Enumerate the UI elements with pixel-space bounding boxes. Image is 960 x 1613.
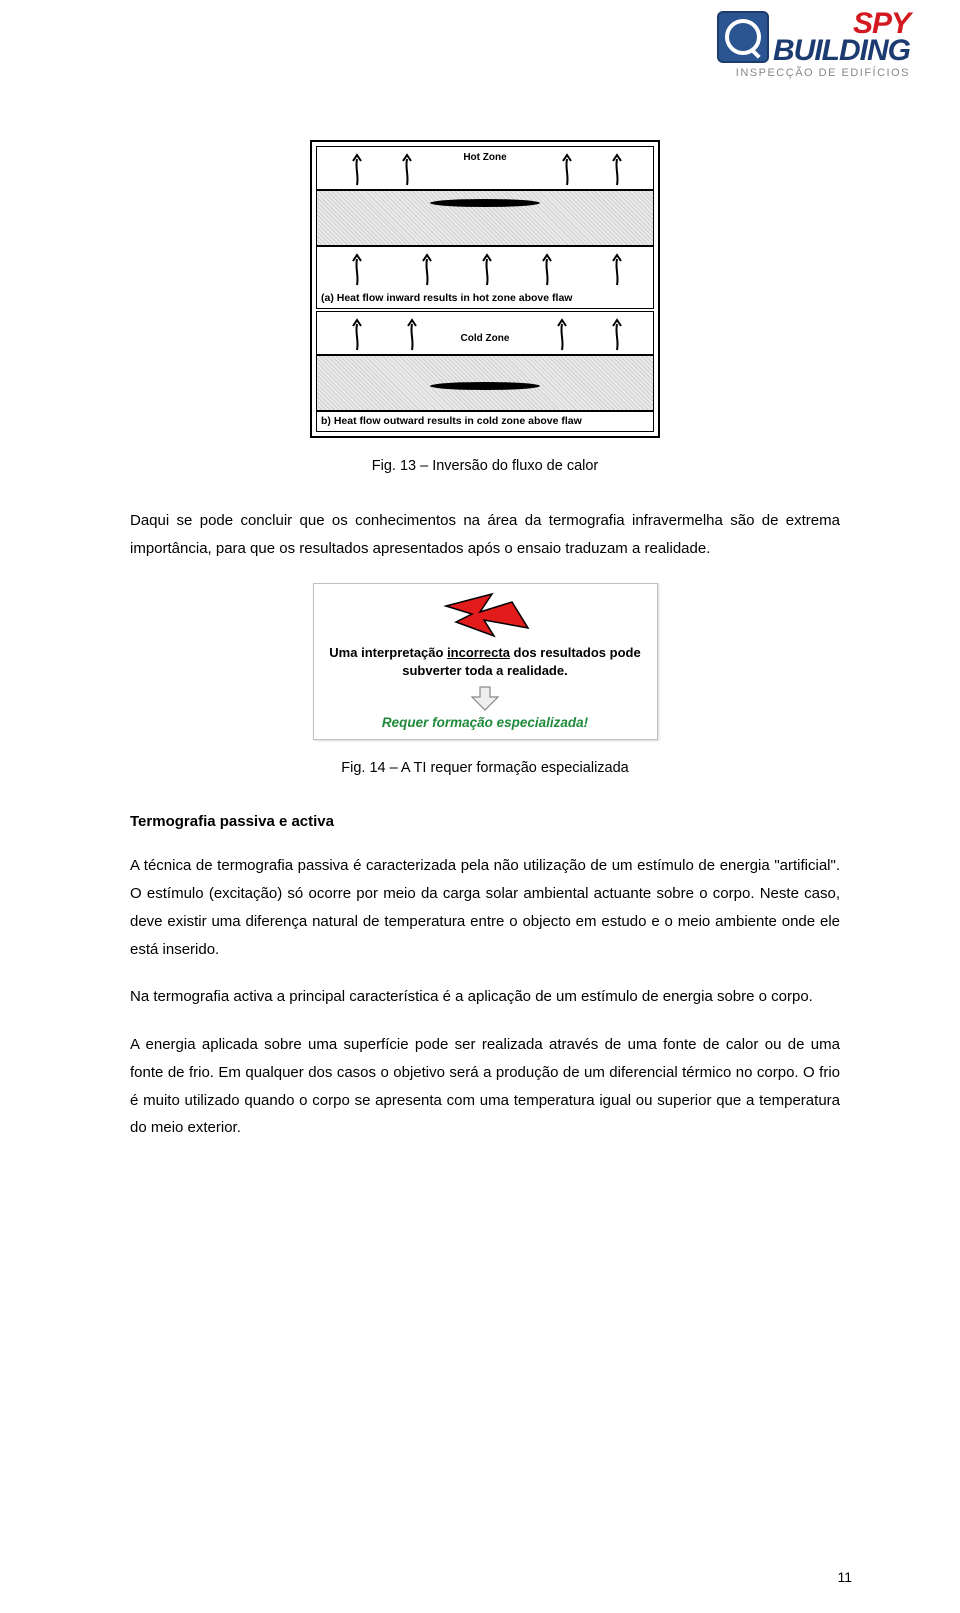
warning-text: Uma interpretação incorrecta dos resulta… — [324, 644, 647, 679]
warning-requirement: Requer formação especializada! — [324, 713, 647, 733]
logo-line-building: BUILDING — [773, 37, 910, 64]
figure-13-caption: Fig. 13 – Inversão do fluxo de calor — [130, 456, 840, 477]
brand-logo: SPY BUILDING INSPECÇÃO DE EDIFÍCIOS — [717, 10, 910, 82]
page-number: 11 — [837, 1567, 852, 1587]
panel-cold-zone: Cold Zone b) Heat flow outward results i… — [316, 311, 654, 432]
warning-box: Uma interpretação incorrecta dos resulta… — [313, 583, 658, 740]
section-heading: Termografia passiva e activa — [130, 811, 840, 833]
panel-hot-zone: Hot Zone (a) — [316, 146, 654, 309]
figure-13-diagram: Hot Zone (a) — [310, 140, 660, 438]
intro-paragraph: Daqui se pode concluir que os conhecimen… — [130, 507, 840, 563]
body-para-2: Na termografia activa a principal caract… — [130, 983, 840, 1011]
lightning-bolt-icon — [440, 592, 530, 640]
panel-b-caption: b) Heat flow outward results in cold zon… — [317, 412, 653, 431]
body-para-3: A energia aplicada sobre uma superfície … — [130, 1031, 840, 1142]
logo-tagline: INSPECÇÃO DE EDIFÍCIOS — [717, 66, 910, 82]
figure-14-caption: Fig. 14 – A TI requer formação especiali… — [130, 758, 840, 779]
body-para-1: A técnica de termografia passiva é carac… — [130, 852, 840, 963]
magnifier-icon — [717, 11, 769, 63]
down-arrow-icon — [470, 685, 500, 711]
panel-a-caption: (a) Heat flow inward results in hot zone… — [317, 289, 653, 308]
logo-line-spy: SPY — [773, 10, 910, 37]
